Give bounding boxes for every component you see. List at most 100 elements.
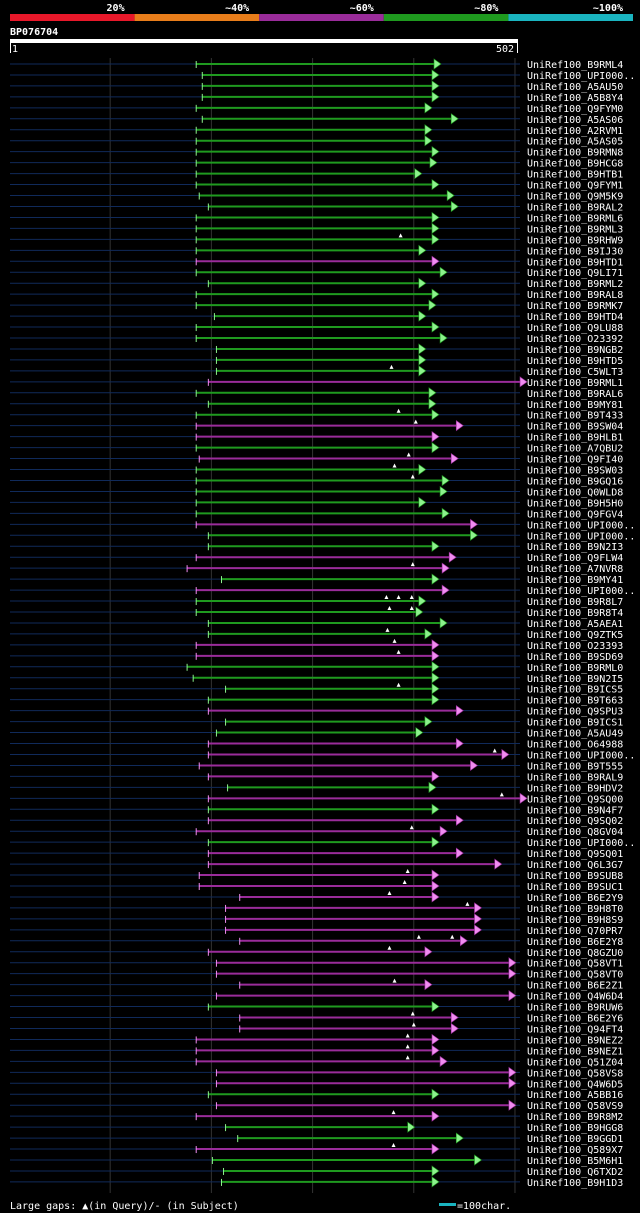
hit-label[interactable]: UniRef100_B9N4F7 [527, 805, 623, 816]
hit-row[interactable]: UniRef100_B9RML0 [10, 661, 623, 674]
hit-row[interactable]: UniRef100_B9HLB1 [10, 431, 623, 444]
hit-row[interactable]: UniRef100_UPI000.. [10, 584, 635, 597]
hit-label[interactable]: UniRef100_B5M6H1 [527, 1156, 623, 1167]
hit-label[interactable]: UniRef100_A5B8Y4 [527, 93, 623, 104]
hit-row[interactable]: UniRef100_B9HDV2 [10, 781, 623, 794]
hit-label[interactable]: UniRef100_B9RML4 [527, 60, 623, 71]
hit-row[interactable]: UniRef100_B5M6H1 [10, 1154, 623, 1167]
hit-label[interactable]: UniRef100_A7QBU2 [527, 444, 623, 455]
hit-row[interactable]: UniRef100_B9IJ30 [10, 244, 623, 257]
hit-row[interactable]: UniRef100_B9NEZ1 [10, 1044, 623, 1057]
hit-row[interactable]: UniRef100_B9RAL8 [10, 288, 623, 301]
hit-row[interactable]: UniRef100_B9R8M2 [10, 1110, 623, 1123]
hit-label[interactable]: UniRef100_Q9SQ01 [527, 849, 623, 860]
hit-label[interactable]: UniRef100_B9ICS1 [527, 718, 623, 729]
hit-row[interactable]: UniRef100_A2RVM1 [10, 124, 623, 137]
hit-row[interactable]: UniRef100_Q6L3G7 [10, 858, 623, 871]
hit-label[interactable]: UniRef100_Q9FI40 [527, 455, 623, 466]
hit-row[interactable]: UniRef100_B6E2Z1 [10, 978, 623, 992]
hit-label[interactable]: UniRef100_B6E2Z1 [527, 981, 623, 992]
hit-row[interactable]: UniRef100_B6E2Y6 [10, 1011, 623, 1025]
hit-label[interactable]: UniRef100_B9MY41 [527, 575, 623, 586]
hit-label[interactable]: UniRef100_Q9FLW4 [527, 553, 623, 564]
hit-row[interactable]: UniRef100_UPI000.. [10, 529, 635, 542]
hit-label[interactable]: UniRef100_Q589X7 [527, 1145, 623, 1156]
hit-row[interactable]: UniRef100_O23392 [10, 332, 623, 345]
hit-row[interactable]: UniRef100_UPI000.. [10, 69, 635, 82]
hit-label[interactable]: UniRef100_B9H8T0 [527, 904, 623, 915]
hit-row[interactable]: UniRef100_B9T663 [10, 694, 623, 707]
hit-row[interactable]: UniRef100_A7NVR8 [10, 562, 623, 575]
hit-label[interactable]: UniRef100_A7NVR8 [527, 564, 623, 575]
hit-label[interactable]: UniRef100_B9SW03 [527, 466, 623, 477]
hit-label[interactable]: UniRef100_Q8GZU0 [527, 948, 623, 959]
hit-row[interactable]: UniRef100_Q9FYM0 [10, 102, 623, 115]
hit-label[interactable]: UniRef100_Q9M5K9 [527, 192, 623, 203]
hit-label[interactable]: UniRef100_B9MY81 [527, 400, 623, 411]
hit-row[interactable]: UniRef100_B9HGG8 [10, 1121, 623, 1134]
hit-row[interactable]: UniRef100_Q51Z04 [10, 1055, 623, 1068]
hit-label[interactable]: UniRef100_B9SW04 [527, 422, 623, 433]
hit-label[interactable]: UniRef100_UPI000.. [527, 531, 635, 542]
hit-row[interactable]: UniRef100_B9R8L7 [10, 595, 623, 608]
hit-label[interactable]: UniRef100_A5AS05 [527, 137, 623, 148]
hit-label[interactable]: UniRef100_B9RML2 [527, 279, 623, 290]
hit-label[interactable]: UniRef100_Q9LU88 [527, 323, 623, 334]
hit-row[interactable]: UniRef100_A5BB16 [10, 1088, 623, 1101]
hit-row[interactable]: UniRef100_Q9FYM1 [10, 178, 623, 192]
hit-row[interactable]: UniRef100_A5AS05 [10, 135, 623, 148]
hit-label[interactable]: UniRef100_B9H8S9 [527, 915, 623, 926]
hit-row[interactable]: UniRef100_Q589X7 [10, 1143, 623, 1156]
hit-label[interactable]: UniRef100_UPI000.. [527, 71, 635, 82]
hit-row[interactable]: UniRef100_Q9SPU3 [10, 705, 623, 718]
hit-row[interactable]: UniRef100_Q4W6D5 [10, 1077, 623, 1090]
hit-label[interactable]: UniRef100_B9N2I3 [527, 542, 623, 553]
hit-row[interactable]: UniRef100_UPI000.. [10, 748, 635, 761]
hit-label[interactable]: UniRef100_B9RML1 [527, 378, 623, 389]
hit-label[interactable]: UniRef100_B9R8L7 [527, 597, 623, 608]
hit-row[interactable]: UniRef100_Q9FI40 [10, 452, 623, 466]
hit-label[interactable]: UniRef100_B9T663 [527, 696, 623, 707]
hit-row[interactable]: UniRef100_B9H8S9 [10, 913, 623, 926]
hit-label[interactable]: UniRef100_UPI000.. [527, 520, 635, 531]
hit-row[interactable]: UniRef100_Q9LI71 [10, 266, 623, 279]
hit-row[interactable]: UniRef100_O23393 [10, 638, 623, 652]
hit-row[interactable]: UniRef100_Q0WLD8 [10, 485, 623, 498]
hit-label[interactable]: UniRef100_O64988 [527, 740, 623, 751]
hit-row[interactable]: UniRef100_O64988 [10, 737, 623, 751]
hit-label[interactable]: UniRef100_B9RAL9 [527, 772, 623, 783]
hit-label[interactable]: UniRef100_Q0WLD8 [527, 487, 623, 498]
hit-label[interactable]: UniRef100_B9RAL8 [527, 290, 623, 301]
hit-label[interactable]: UniRef100_UPI000.. [527, 586, 635, 597]
hit-row[interactable]: UniRef100_Q58VS9 [10, 1099, 623, 1112]
hit-label[interactable]: UniRef100_B9HTD1 [527, 257, 623, 268]
hit-row[interactable]: UniRef100_B9H8T0 [10, 901, 623, 915]
hit-label[interactable]: UniRef100_A5BB16 [527, 1090, 623, 1101]
hit-label[interactable]: UniRef100_B9SD69 [527, 652, 623, 663]
hit-row[interactable]: UniRef100_B9HTD4 [10, 310, 623, 323]
hit-row[interactable]: UniRef100_B9GGD1 [10, 1132, 623, 1145]
hit-row[interactable]: UniRef100_B9MY81 [10, 398, 623, 411]
hit-label[interactable]: UniRef100_B9R8T4 [527, 608, 623, 619]
hit-label[interactable]: UniRef100_Q9FYM1 [527, 181, 623, 192]
hit-label[interactable]: UniRef100_B9RMN8 [527, 148, 623, 159]
hit-row[interactable]: UniRef100_B9N2I5 [10, 672, 623, 685]
hit-label[interactable]: UniRef100_A5AEA1 [527, 619, 623, 630]
hit-row[interactable]: UniRef100_B9H5H0 [10, 496, 623, 509]
hit-label[interactable]: UniRef100_Q6TXD2 [527, 1167, 623, 1178]
hit-row[interactable]: UniRef100_A5AS06 [10, 113, 623, 126]
hit-label[interactable]: UniRef100_Q9ZTK5 [527, 630, 623, 641]
hit-label[interactable]: UniRef100_C5WLT3 [527, 367, 623, 378]
hit-row[interactable]: UniRef100_Q9LU88 [10, 321, 623, 334]
hit-label[interactable]: UniRef100_Q51Z04 [527, 1057, 623, 1068]
hit-row[interactable]: UniRef100_B9H1D3 [10, 1176, 623, 1189]
hit-label[interactable]: UniRef100_Q8GV04 [527, 827, 623, 838]
hit-row[interactable]: UniRef100_B9SUB8 [10, 869, 623, 882]
hit-row[interactable]: UniRef100_Q9ZTK5 [10, 627, 623, 641]
hit-row[interactable]: UniRef100_B9HCG8 [10, 157, 623, 170]
hit-row[interactable]: UniRef100_B9HTD1 [10, 255, 623, 268]
hit-row[interactable]: UniRef100_Q94FT4 [10, 1022, 623, 1035]
hit-row[interactable]: UniRef100_B9HTB1 [10, 168, 623, 181]
hit-row[interactable]: UniRef100_B9SW03 [10, 463, 623, 477]
hit-label[interactable]: UniRef100_Q4W6D5 [527, 1079, 623, 1090]
